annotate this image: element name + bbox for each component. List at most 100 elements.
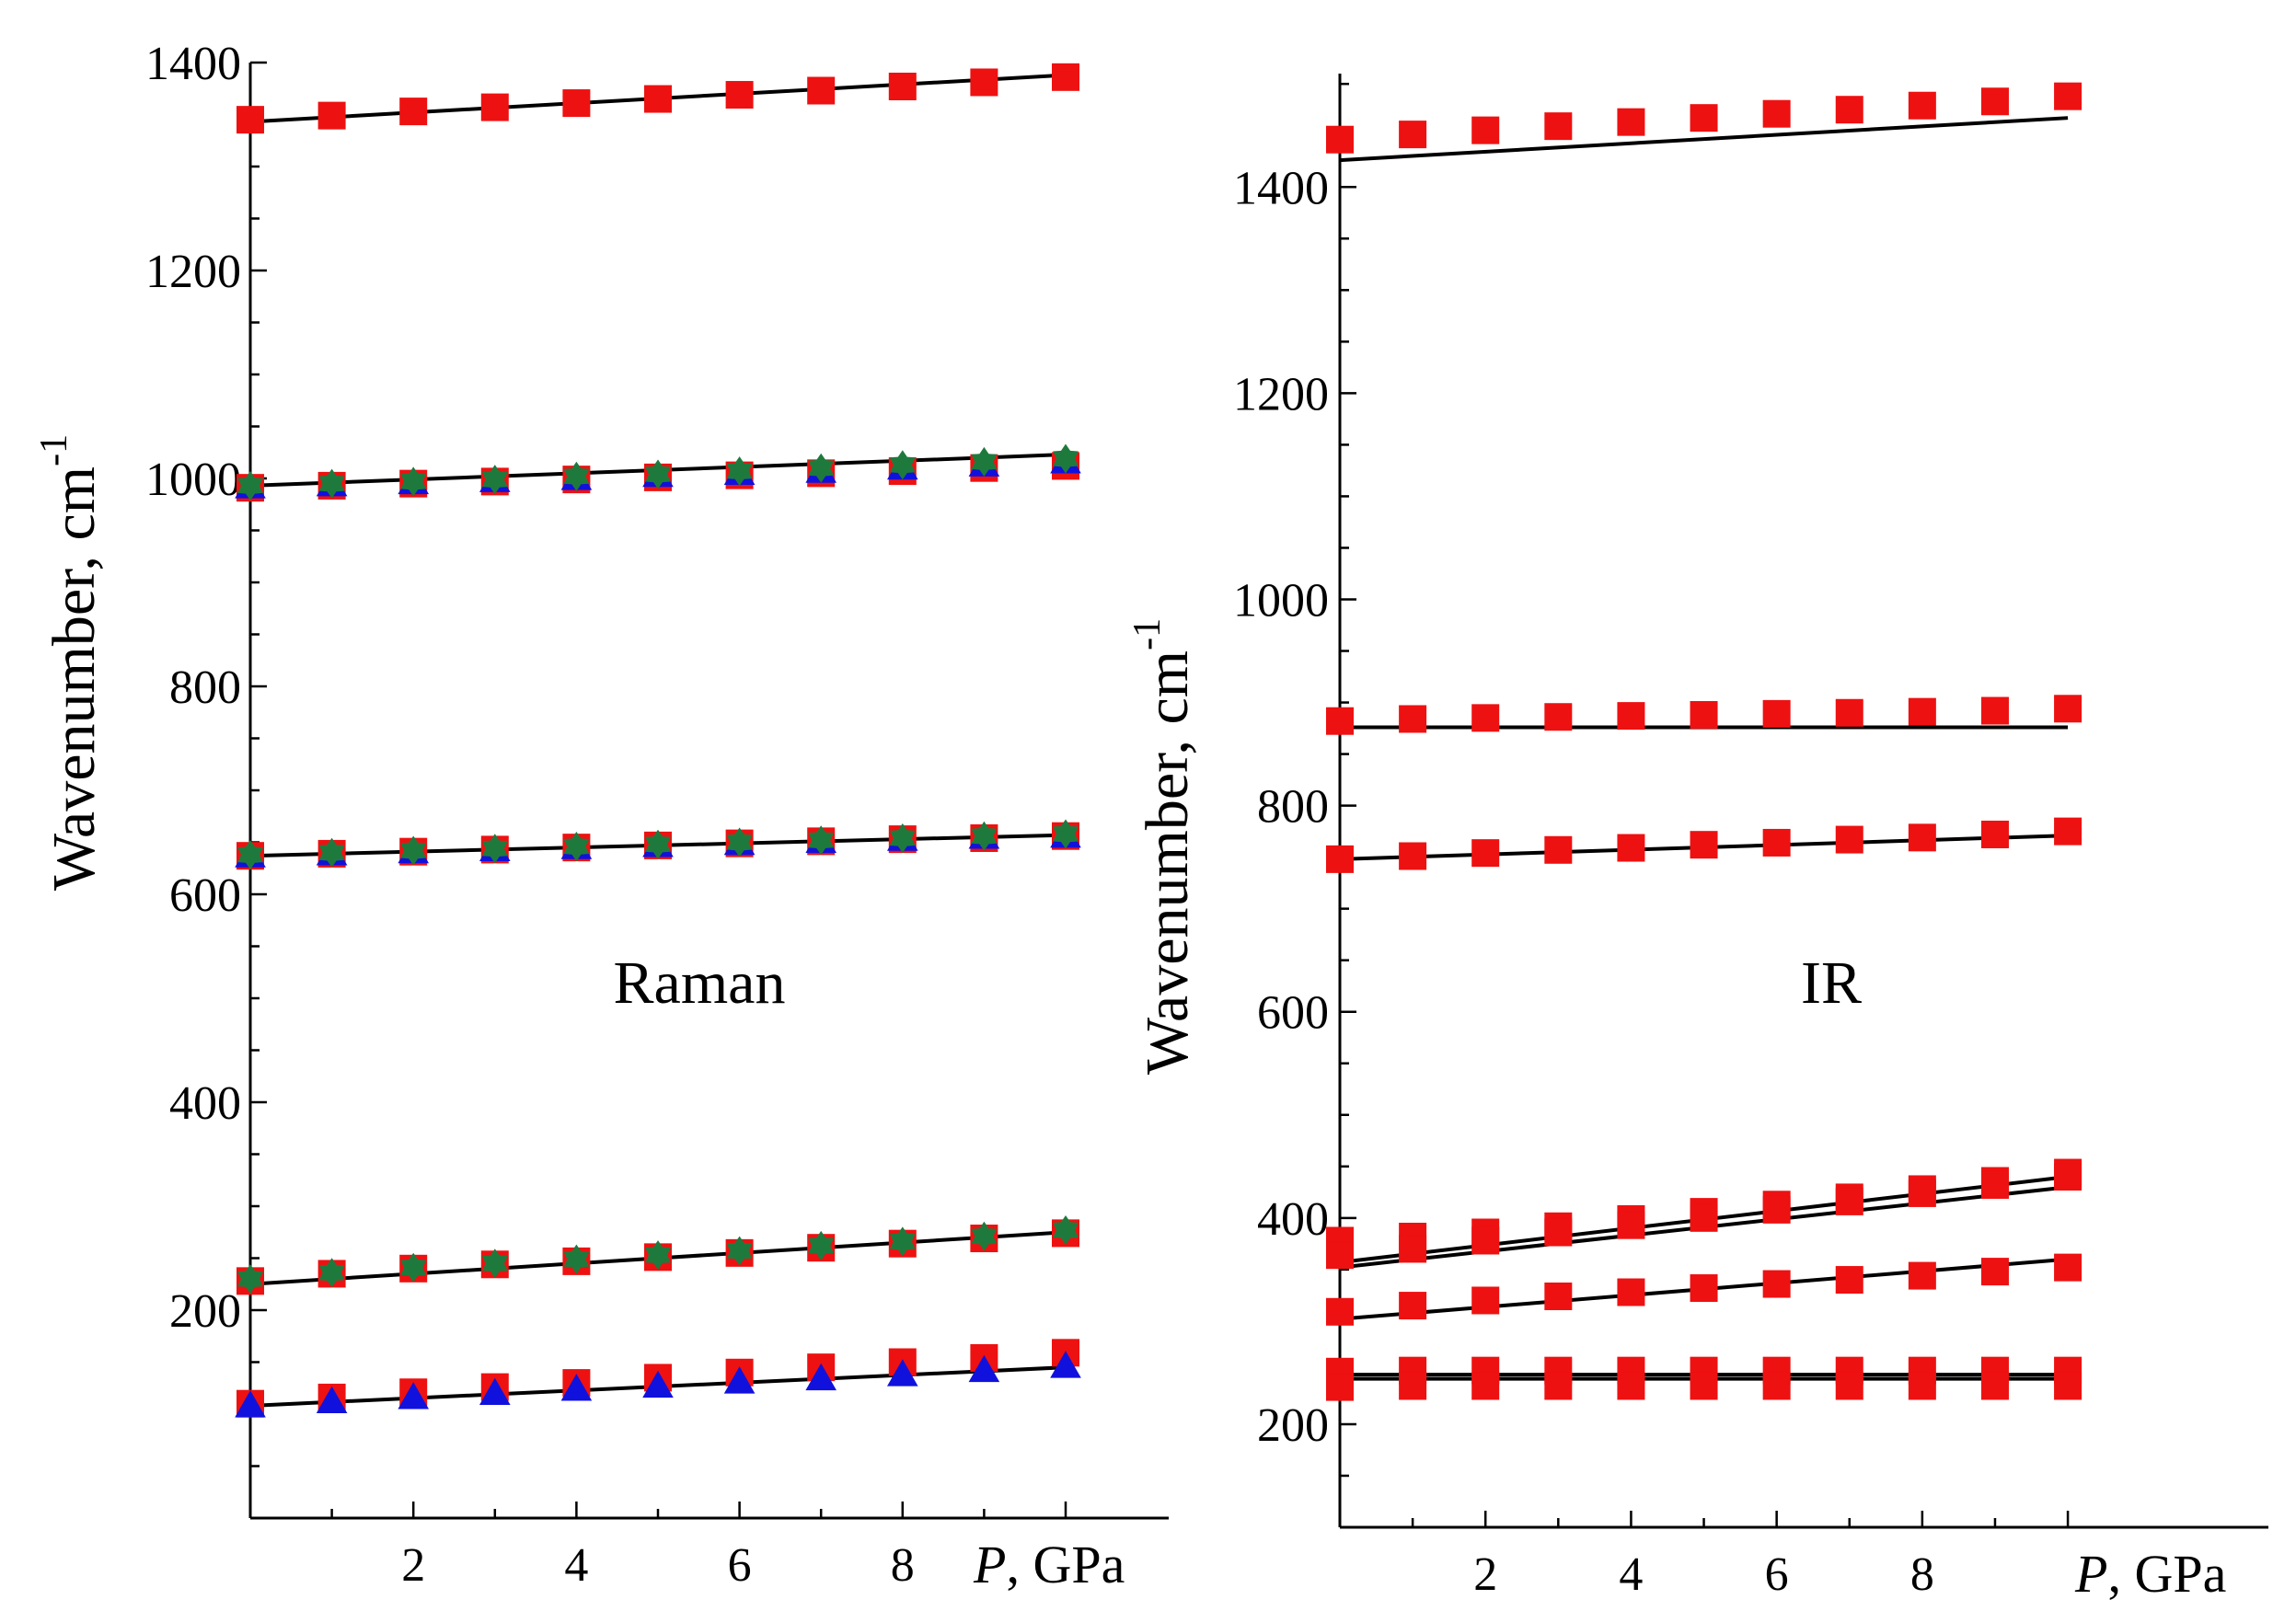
- data-point-star: [1053, 1215, 1079, 1245]
- data-point-square: [807, 76, 836, 105]
- data-point-square: [1326, 125, 1354, 154]
- data-point-square: [562, 89, 591, 118]
- x-tick-label: 2: [1473, 1548, 1497, 1601]
- y-tick-label: 200: [169, 1285, 241, 1338]
- data-point-square: [237, 106, 264, 134]
- data-point-square: [317, 101, 346, 130]
- data-point-square: [1762, 828, 1791, 857]
- data-point-square: [1326, 707, 1354, 735]
- y-tick-label: 1000: [145, 454, 241, 506]
- data-point-square: [1471, 704, 1500, 732]
- data-point-square: [1690, 104, 1718, 132]
- data-point-square: [1980, 1258, 2009, 1286]
- data-point-star: [318, 1258, 345, 1288]
- data-point-triangle: [235, 1390, 266, 1418]
- data-point-star: [563, 461, 590, 491]
- data-point-star: [1053, 819, 1079, 849]
- data-point-square: [1835, 698, 1863, 727]
- data-point-star: [971, 446, 998, 477]
- data-point-square: [1399, 705, 1427, 733]
- y-tick-label: 1400: [145, 38, 241, 90]
- data-point-triangle: [887, 1359, 918, 1387]
- data-point-square: [1690, 1274, 1718, 1303]
- data-point-square: [480, 93, 509, 121]
- data-point-square: [644, 85, 672, 113]
- y-tick-label: 800: [169, 662, 241, 714]
- data-point-square: [1908, 1261, 1936, 1290]
- data-point-square: [1544, 835, 1573, 864]
- data-point-star: [808, 453, 835, 483]
- data-point-square: [2054, 1372, 2083, 1400]
- data-point-star: [726, 827, 753, 857]
- data-point-triangle: [560, 1374, 593, 1401]
- data-point-star: [237, 470, 263, 501]
- data-point-star: [318, 468, 345, 499]
- data-point-triangle: [479, 1377, 511, 1405]
- data-point-star: [318, 837, 345, 868]
- data-point-square: [1908, 1179, 1936, 1207]
- data-point-square: [1980, 696, 2009, 725]
- data-point-square: [1690, 831, 1718, 859]
- data-point-square: [1544, 1372, 1573, 1400]
- y-tick-label: 1400: [1233, 162, 1329, 214]
- data-point-square: [1617, 1211, 1645, 1239]
- data-point-square: [2054, 695, 2083, 723]
- data-point-square: [1617, 834, 1645, 862]
- data-point-square: [1690, 1203, 1718, 1232]
- data-point-square: [1544, 703, 1573, 731]
- data-point-square: [1471, 1226, 1500, 1255]
- data-point-square: [2054, 1253, 2083, 1282]
- x-axis-title: P, GPa: [973, 1535, 1125, 1594]
- data-point-square: [1690, 1372, 1718, 1400]
- ir-panel: 200 400 600 800 1000 1200 1400 2 4 6 8 P, GPa Wavenu…: [1126, 74, 2268, 1604]
- y-tick-label: 800: [1257, 781, 1329, 834]
- data-point-square: [1471, 1372, 1500, 1400]
- y-tick-label: 400: [1257, 1193, 1329, 1246]
- y-tick-label: 400: [169, 1077, 241, 1130]
- data-point-square: [1980, 820, 2009, 848]
- data-point-triangle: [1050, 1351, 1081, 1378]
- x-tick-label: 4: [564, 1539, 588, 1592]
- data-point-square: [1690, 700, 1718, 729]
- data-point-square: [1908, 91, 1936, 120]
- data-point-square: [1908, 697, 1936, 726]
- data-point-star: [237, 840, 263, 870]
- data-point-square: [1617, 1278, 1645, 1306]
- data-point-square: [1471, 1286, 1500, 1315]
- data-point-square: [1908, 823, 1936, 852]
- data-point-star: [889, 1226, 916, 1257]
- data-point-star: [645, 459, 671, 489]
- data-point-square: [1399, 842, 1427, 870]
- x-axis-title: P, GPa: [2074, 1544, 2226, 1604]
- data-point-square: [970, 68, 998, 97]
- data-point-star: [726, 456, 753, 487]
- data-point-star: [645, 829, 671, 859]
- data-point-star: [563, 832, 590, 861]
- data-point-square: [1617, 108, 1645, 136]
- data-point-square: [1980, 1170, 2009, 1199]
- y-axis-title: Wavenumber, cm-1: [1126, 618, 1201, 1075]
- data-point-square: [1835, 96, 1863, 124]
- fit-line: [1339, 116, 2069, 163]
- data-point-square: [1399, 1235, 1427, 1263]
- data-point-triangle: [968, 1354, 1000, 1383]
- data-point-triangle: [398, 1382, 429, 1410]
- data-point-star: [1053, 443, 1079, 474]
- data-point-square: [1544, 1282, 1573, 1310]
- data-point-square: [1835, 1372, 1863, 1400]
- data-point-star: [808, 825, 835, 856]
- data-point-square: [1980, 1372, 2009, 1400]
- y-tick-label: 1200: [145, 246, 241, 298]
- data-point-star: [400, 1252, 427, 1283]
- data-point-square: [725, 81, 754, 109]
- data-point-triangle: [723, 1366, 756, 1394]
- data-point-star: [971, 821, 998, 851]
- data-point-square: [1326, 1297, 1354, 1326]
- data-point-square: [1762, 1195, 1791, 1224]
- data-point-square: [1835, 825, 1863, 854]
- data-point-square: [1399, 121, 1427, 149]
- x-tick-label: 6: [1765, 1548, 1789, 1601]
- data-point-star: [481, 1249, 508, 1279]
- panel-label: IR: [1801, 949, 1862, 1017]
